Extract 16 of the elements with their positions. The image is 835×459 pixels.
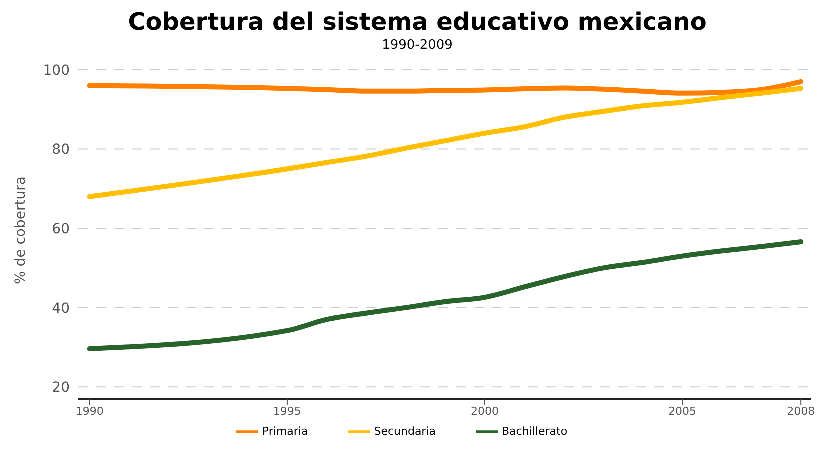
legend-label: Secundaria — [374, 425, 436, 438]
chart-subtitle: 1990-2009 — [381, 38, 454, 53]
y-axis-title: % de cobertura — [12, 176, 29, 284]
x-tick-label: 1990 — [76, 404, 104, 418]
x-tick-label: 2008 — [787, 404, 816, 418]
y-tick-label: 20 — [52, 380, 70, 396]
legend-label: Primaria — [262, 425, 308, 438]
x-tick-label: 1995 — [273, 404, 302, 418]
y-tick-label: 60 — [52, 222, 70, 238]
chart-title: Cobertura del sistema educativo mexicano — [127, 8, 708, 36]
x-tick-label: 2000 — [471, 404, 500, 418]
y-tick-label: 100 — [43, 62, 70, 79]
legend-label: Bachillerato — [502, 425, 568, 438]
y-tick-label: 40 — [52, 300, 70, 317]
y-tick-label: 80 — [52, 142, 70, 158]
x-tick-label: 2005 — [668, 404, 697, 418]
